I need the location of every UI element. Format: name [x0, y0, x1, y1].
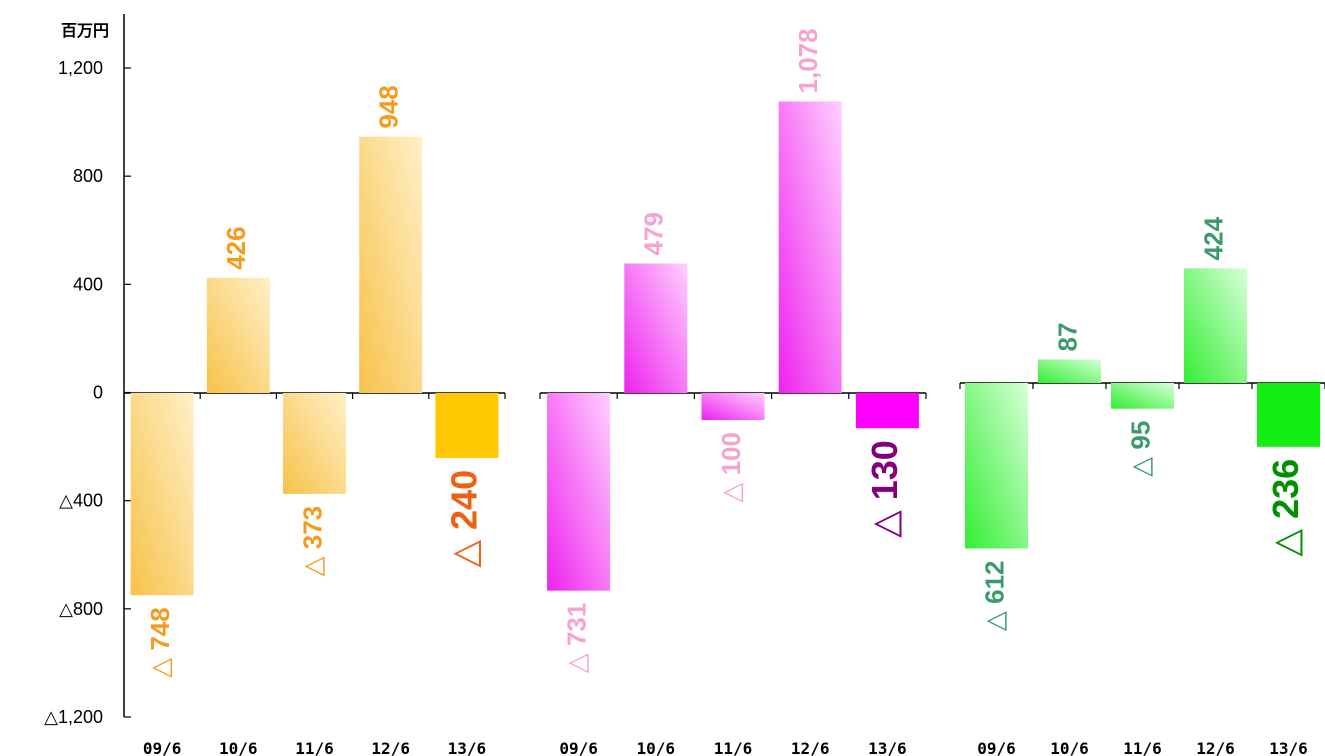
chart-panel: 09/6 △ 731 10/6 479 11/6 △ 100 12/6 1,078 13/6 △ … [539, 28, 927, 756]
x-tick-label: 12/6 [791, 739, 830, 756]
x-tick-label: 13/6 [448, 739, 487, 756]
bar [624, 263, 688, 393]
data-label: △ 373 [297, 506, 327, 577]
x-tick-label: 09/6 [559, 739, 598, 756]
x-tick-label: 11/6 [714, 739, 753, 756]
data-label: △ 240 [443, 470, 484, 568]
y-axis: 百万円 1,200 800 400 0 △400 △800 △1,200 [44, 14, 131, 727]
bar [435, 393, 499, 458]
bar [359, 136, 423, 393]
x-tick-label: 12/6 [371, 739, 410, 756]
data-label: △ 100 [716, 432, 746, 503]
chart-panel: 09/6 △ 612 10/6 87 11/6 △ 95 12/6 424 13/6 △ 236 [959, 216, 1325, 756]
y-tick-label: 1,200 [58, 58, 103, 78]
bar [547, 393, 611, 591]
data-label: △ 130 [864, 440, 905, 538]
data-label: 948 [374, 85, 404, 128]
x-tick-label: 11/6 [295, 739, 334, 756]
data-label: △ 612 [979, 560, 1009, 631]
bar [1038, 359, 1101, 383]
data-label: △ 748 [145, 607, 175, 678]
bar [855, 393, 919, 429]
data-label: △ 731 [561, 603, 591, 674]
y-tick-label: 800 [73, 166, 103, 186]
bar [965, 383, 1028, 549]
data-label: 424 [1198, 216, 1228, 260]
bar [1111, 383, 1174, 409]
bar [1257, 383, 1320, 447]
x-tick-label: 10/6 [637, 739, 676, 756]
y-tick-label: 400 [73, 274, 103, 294]
x-tick-label: 12/6 [1196, 739, 1235, 756]
data-label: △ 236 [1265, 459, 1306, 557]
data-label: △ 95 [1125, 421, 1155, 477]
data-label: 479 [639, 212, 669, 255]
bar [283, 393, 346, 494]
x-tick-label: 11/6 [1123, 739, 1162, 756]
y-tick-label: △1,200 [44, 707, 103, 727]
y-tick-label: △400 [59, 491, 103, 511]
chart-panel: 09/6 △ 748 10/6 426 11/6 △ 373 12/6 948 13/6 △ 24… [123, 85, 506, 756]
y-tick-label: 0 [93, 383, 103, 403]
y-axis-unit: 百万円 [61, 21, 109, 40]
x-tick-label: 13/6 [1269, 739, 1308, 756]
bar [206, 277, 270, 393]
bar [1184, 268, 1247, 383]
x-tick-label: 09/6 [977, 739, 1016, 756]
x-tick-label: 09/6 [143, 739, 182, 756]
y-tick-label: △800 [59, 599, 103, 619]
x-tick-label: 13/6 [868, 739, 907, 756]
bar [130, 393, 194, 596]
x-tick-label: 10/6 [1050, 739, 1089, 756]
x-tick-label: 10/6 [219, 739, 258, 756]
chart-panels: 09/6 △ 748 10/6 426 11/6 △ 373 12/6 948 13/6 △ 24… [123, 28, 1325, 756]
data-label: 426 [221, 226, 251, 269]
bar [701, 393, 765, 421]
data-label: 87 [1052, 323, 1082, 352]
bar [778, 101, 842, 393]
data-label: 1,078 [793, 28, 823, 93]
